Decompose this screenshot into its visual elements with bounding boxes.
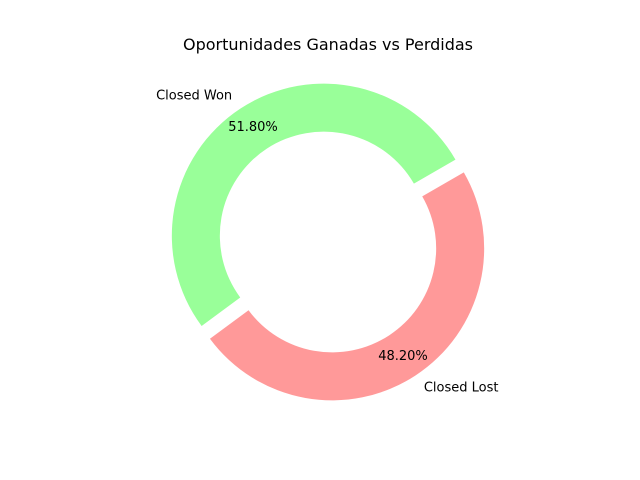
- slice-percent-label: 48.20%: [378, 349, 428, 364]
- slices-group: [171, 83, 485, 401]
- chart-title: Oportunidades Ganadas vs Perdidas: [183, 35, 473, 54]
- slice-percent-label: 51.80%: [228, 120, 278, 135]
- slice-closed-lost: [209, 172, 485, 401]
- slice-closed-won: [171, 83, 456, 327]
- slice-label: Closed Lost: [424, 381, 499, 396]
- slice-label: Closed Won: [156, 88, 232, 103]
- labels-group: Closed Won 51.80% Closed Lost 48.20%: [156, 88, 498, 395]
